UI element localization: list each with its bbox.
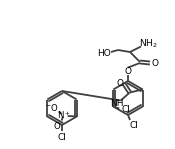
Text: Cl: Cl (130, 121, 138, 129)
Text: O: O (116, 79, 123, 88)
Text: HO: HO (97, 49, 111, 58)
Text: O: O (53, 122, 60, 131)
Text: NH$_2$: NH$_2$ (139, 38, 157, 50)
Text: Cl: Cl (122, 105, 131, 114)
Text: $^{-}$O: $^{-}$O (45, 102, 59, 113)
Text: N$^+$: N$^+$ (57, 110, 71, 121)
Text: Cl: Cl (58, 132, 66, 142)
Text: O: O (124, 66, 131, 76)
Text: O: O (152, 59, 159, 67)
Text: NH: NH (110, 99, 124, 108)
